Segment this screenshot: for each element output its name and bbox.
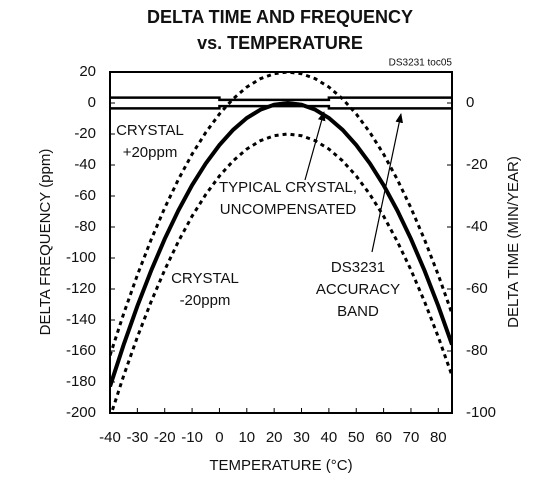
series-line (110, 104, 452, 110)
x-tick-label: -40 (99, 429, 121, 446)
series-line (110, 100, 452, 388)
y-tick-label: -40 (74, 156, 96, 173)
x-tick-label: 70 (403, 429, 420, 446)
annotation: +20ppm (123, 144, 178, 161)
arrow (371, 113, 403, 253)
x-tick-label: -20 (154, 429, 176, 446)
annotation: DS3231 (331, 259, 385, 276)
y-tick-label: -80 (74, 218, 96, 235)
y-tick-label: -20 (74, 125, 96, 142)
chart-title: DELTA TIME AND FREQUENCY (147, 7, 413, 27)
x-tick-label: 50 (348, 429, 365, 446)
y-tick-label: -200 (66, 404, 96, 421)
annotation: ACCURACY (316, 281, 400, 298)
y-tick-label: 20 (79, 63, 96, 80)
plot-frame (109, 71, 453, 414)
y-tick-label: 0 (88, 94, 96, 111)
arrow (304, 111, 326, 181)
y-axis-label: DELTA FREQUENCY (ppm) (37, 149, 54, 336)
annotation: -20ppm (180, 292, 231, 309)
x-tick-label: -30 (127, 429, 149, 446)
chart-subtitle: vs. TEMPERATURE (197, 33, 363, 53)
y2-tick-label: 0 (466, 94, 474, 111)
chart-note: DS3231 toc05 (389, 58, 453, 69)
y-tick-label: -180 (66, 373, 96, 390)
annotation: CRYSTAL (171, 270, 239, 287)
y-tick-label: -100 (66, 249, 96, 266)
y2-tick-label: -60 (466, 280, 488, 297)
y2-tick-label: -80 (466, 342, 488, 359)
x-tick-label: -10 (181, 429, 203, 446)
annotation: BAND (337, 303, 379, 320)
x-tick-label: 20 (266, 429, 283, 446)
y-tick-label: -60 (74, 187, 96, 204)
y-tick-label: -120 (66, 280, 96, 297)
y-tick-label: -140 (66, 311, 96, 328)
x-tick-label: 80 (430, 429, 447, 446)
y2-tick-label: -100 (466, 404, 496, 421)
y2-tick-label: -20 (466, 156, 488, 173)
x-tick-label: 10 (238, 429, 255, 446)
x-tick-label: 60 (375, 429, 392, 446)
annotation: CRYSTAL (116, 122, 184, 139)
annotation: UNCOMPENSATED (220, 201, 357, 218)
y2-axis-label: DELTA TIME (MIN/YEAR) (505, 156, 522, 328)
x-axis-label: TEMPERATURE (°C) (209, 457, 352, 474)
series-line (110, 96, 452, 102)
y-tick-label: -160 (66, 342, 96, 359)
y2-tick-label: -40 (466, 218, 488, 235)
series-line (110, 132, 452, 413)
series-line (110, 72, 452, 356)
x-tick-label: 30 (293, 429, 310, 446)
annotation: TYPICAL CRYSTAL, (219, 179, 357, 196)
x-tick-label: 40 (321, 429, 338, 446)
x-tick-label: 0 (215, 429, 223, 446)
